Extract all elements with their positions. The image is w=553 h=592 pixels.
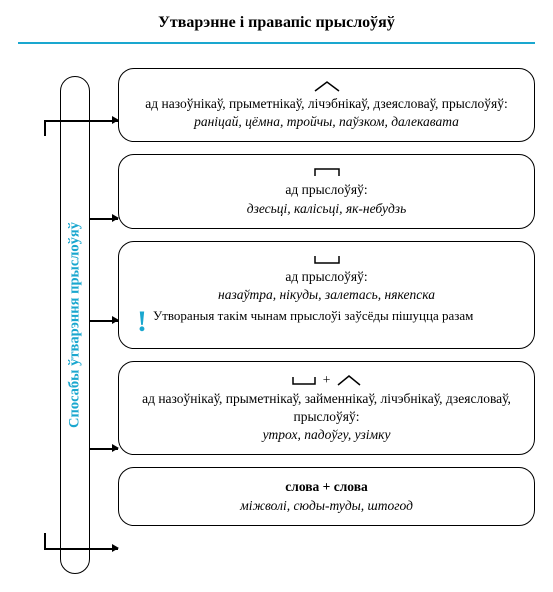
box3-note-row: ! Утвораныя такім чынам прыслоўі заўсёды… [137, 308, 516, 338]
box2-source: ад прыслоўяў: [137, 181, 516, 199]
symbol-bracket [137, 165, 516, 179]
plus-sign: + [323, 372, 331, 388]
box3-examples: назаўтра, нікуды, залетась, някепска [137, 286, 516, 304]
method-box-5: слова + слова між­волі, сюды-туды, штого… [118, 467, 535, 525]
box4-source: ад назоўнікаў, прыметнікаў, займеннікаў,… [137, 390, 516, 426]
symbol-bracket-plus-caret: + [137, 372, 516, 388]
symbol-bracket-rev [137, 252, 516, 266]
diagram-container: Спосабы ўтварэння прыслоўяў ад назоўніка… [0, 58, 553, 536]
box3-source: ад прыслоўяў: [137, 268, 516, 286]
symbol-caret [137, 79, 516, 93]
arrow-1 [44, 120, 118, 122]
method-box-1: ад назоўнікаў, прыметнікаў, лічэбнікаў, … [118, 68, 535, 142]
title-underline [18, 42, 535, 44]
rail-label: Спосабы ўтварэння прыслоўяў [67, 222, 84, 428]
method-box-2: ад прыслоўяў: дзесьці, калісьці, як-небу… [118, 154, 535, 228]
method-box-4: + ад назоўнікаў, прыметнікаў, займенніка… [118, 361, 535, 456]
box1-source: ад назоўнікаў, прыметнікаў, лічэбнікаў, … [137, 95, 516, 113]
box3-note: Утвораныя такім чынам прыслоўі заўсёды п… [153, 308, 473, 325]
arrow-5-stub [44, 533, 46, 549]
exclamation-icon: ! [137, 306, 147, 338]
box2-examples: дзесьці, калісьці, як-небудзь [137, 200, 516, 218]
box1-examples: раніцай, цёмна, тройчы, паўзком, далекав… [137, 113, 516, 131]
arrow-1-stub [44, 120, 46, 136]
page-title: Утварэнне і правапіс прыслоўяў [0, 0, 553, 42]
arrow-3 [90, 320, 118, 322]
box5-formula: слова + слова [137, 478, 516, 496]
method-box-3: ад прыслоўяў: назаўтра, нікуды, залетась… [118, 241, 535, 349]
box5-examples: між­волі, сюды-туды, штогод [137, 497, 516, 515]
rail-pill: Спосабы ўтварэння прыслоўяў [60, 76, 90, 574]
box4-examples: утрох, падоўгу, узімку [137, 426, 516, 444]
arrow-2 [90, 218, 118, 220]
boxes-column: ад назоўнікаў, прыметнікаў, лічэбнікаў, … [118, 68, 535, 526]
arrow-5 [44, 548, 118, 550]
arrow-4 [90, 448, 118, 450]
